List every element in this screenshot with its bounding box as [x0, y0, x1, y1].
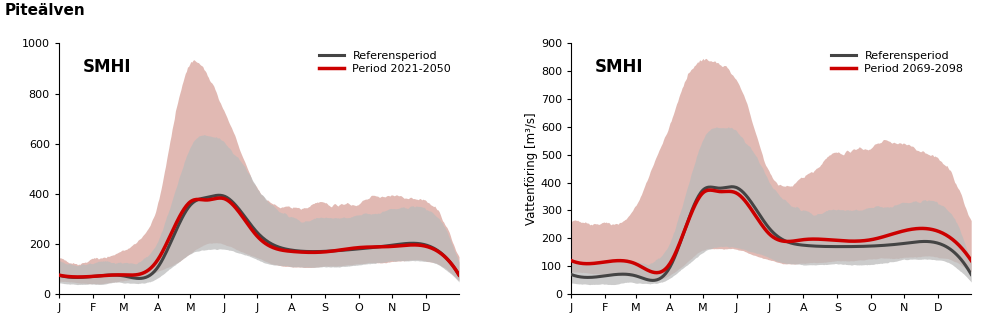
Y-axis label: Vattenföring [m³/s]: Vattenföring [m³/s] [525, 112, 539, 225]
Text: Piteälven: Piteälven [5, 3, 85, 18]
Text: SMHI: SMHI [595, 58, 644, 76]
Legend: Referensperiod, Period 2021-2050: Referensperiod, Period 2021-2050 [317, 49, 453, 76]
Text: SMHI: SMHI [82, 58, 131, 76]
Legend: Referensperiod, Period 2069-2098: Referensperiod, Period 2069-2098 [829, 49, 965, 76]
